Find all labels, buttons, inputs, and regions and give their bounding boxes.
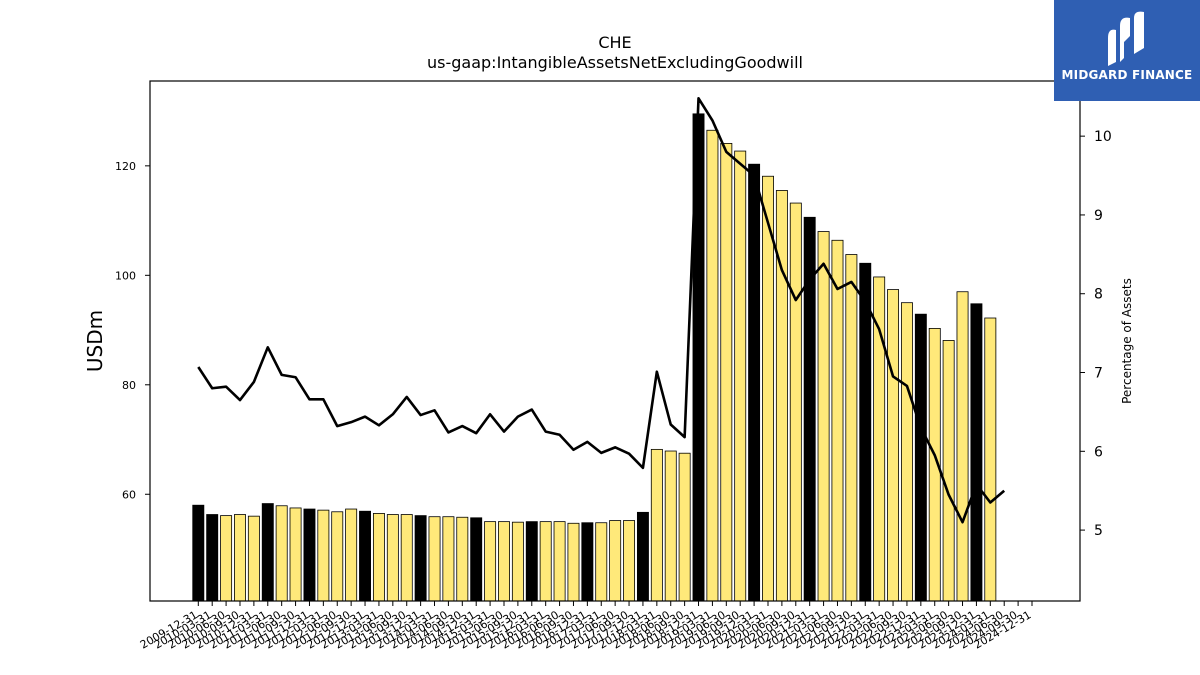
bar [956, 291, 969, 602]
bar [386, 514, 399, 602]
bar [261, 503, 274, 602]
bar [887, 289, 900, 602]
y2-tick-label: 5 [1094, 523, 1103, 539]
bar [664, 450, 677, 602]
bar [442, 516, 455, 602]
y-axis-label: USDm [83, 310, 107, 372]
y2-tick-label: 9 [1094, 208, 1103, 224]
y2-tick-label: 6 [1094, 444, 1103, 460]
bar [428, 516, 441, 602]
left-axis: 60 80 100 120 [115, 160, 150, 501]
bar [581, 522, 594, 602]
bar [748, 163, 761, 602]
brand-name: MIDGARD FINANCE [1061, 68, 1193, 82]
percentage-line [197, 97, 1006, 524]
bar [345, 508, 358, 602]
bar [636, 511, 649, 602]
bar [609, 520, 622, 602]
bar [192, 504, 205, 602]
brand-logo: MIDGARD FINANCE [1054, 0, 1200, 101]
bar [220, 515, 233, 602]
bar [595, 522, 608, 602]
bar [511, 521, 524, 602]
bar [539, 521, 552, 602]
y2-axis-label: Percentage of Assets [1120, 278, 1134, 404]
bar [789, 202, 802, 602]
bar [359, 510, 372, 602]
bar [206, 514, 219, 602]
bar [831, 239, 844, 602]
y2-tick-label: 10 [1094, 129, 1112, 145]
y-tick-label: 120 [115, 160, 136, 173]
bar [734, 150, 747, 602]
bar [706, 129, 719, 602]
bar [720, 142, 733, 602]
bar [873, 276, 886, 602]
right-axis: 5 6 7 8 9 10 [1080, 129, 1112, 539]
bar [317, 509, 330, 602]
y-tick-label: 100 [115, 269, 136, 282]
y-tick-label: 80 [122, 379, 136, 392]
bar [275, 505, 288, 602]
bar [372, 513, 385, 602]
bar [331, 511, 344, 602]
midgard-logo-icon [1108, 11, 1144, 66]
bar [456, 516, 469, 602]
bar [498, 521, 510, 602]
bar [623, 520, 636, 602]
bar [567, 522, 580, 602]
bar [247, 515, 260, 602]
bar-series [192, 113, 997, 602]
bar [414, 515, 427, 602]
bar [775, 190, 788, 602]
y-tick-label: 60 [122, 488, 136, 501]
y2-tick-label: 8 [1094, 287, 1103, 303]
bar [984, 317, 997, 602]
y2-tick-label: 7 [1094, 366, 1103, 382]
bar [289, 507, 302, 602]
line-series [197, 97, 1006, 524]
bar [234, 514, 246, 602]
bar [484, 521, 497, 602]
bar [970, 303, 983, 602]
bar [525, 521, 538, 602]
bar [900, 302, 913, 602]
chart-subtitle: us-gaap:IntangibleAssetsNetExcludingGood… [427, 53, 803, 72]
bar [817, 231, 830, 602]
x-axis: 2009-12-312010-03-312010-06-302010-09-30… [138, 601, 1034, 652]
bar [859, 262, 872, 602]
bar [553, 521, 566, 602]
bar [942, 340, 955, 602]
bar [303, 508, 316, 602]
bar [845, 254, 858, 602]
chart-title: CHE [598, 33, 631, 52]
bar [470, 517, 483, 602]
bar [400, 514, 413, 602]
bar [650, 448, 663, 602]
bar [914, 313, 927, 602]
bar [678, 452, 691, 602]
